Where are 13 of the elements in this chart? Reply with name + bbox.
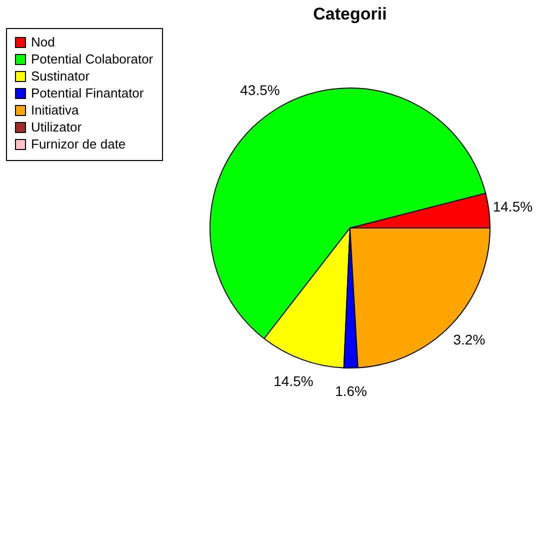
legend-label: Nod [31, 34, 55, 50]
text: 1.6% [335, 382, 367, 399]
text: 3.2% [453, 332, 486, 348]
text: 43.5% [240, 82, 280, 98]
legend-label: Utilizator [31, 120, 82, 134]
text: 14.5% [492, 198, 533, 214]
legend-label: Sustinator [31, 68, 90, 84]
text: 14.5% [274, 372, 314, 389]
legend-label: Potential Finantator [31, 86, 144, 100]
legend-label: Potential Colaborator [31, 52, 154, 66]
legend-label: Initiativa [31, 102, 80, 118]
legend-label: Furnizor de date [31, 136, 126, 152]
chart-title: Categorii [313, 4, 387, 24]
